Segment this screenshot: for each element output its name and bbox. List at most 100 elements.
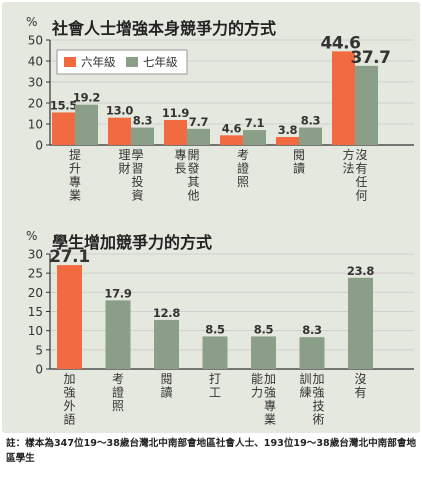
y-tick-label: 15 <box>28 305 43 319</box>
data-label: 27.1 <box>49 247 90 267</box>
x-category-label: 資 <box>131 189 143 203</box>
data-label-series-a: 15.5 <box>50 98 77 112</box>
data-label-series-b: 8.3 <box>133 114 153 128</box>
x-category-label: 升 <box>69 162 81 176</box>
bar-series-a <box>108 117 131 145</box>
x-category-label: 強 <box>63 386 75 400</box>
y-tick-label: 25 <box>28 267 43 281</box>
chart-title: 學生增加競爭力的方式 <box>52 233 212 252</box>
data-label-series-b: 19.2 <box>73 91 100 105</box>
bar-series-b <box>131 127 154 145</box>
bar-series-b <box>299 127 322 145</box>
x-category-label: 方 <box>342 147 354 162</box>
x-category-label: 加 <box>264 372 276 386</box>
bar-series-b <box>243 130 266 145</box>
data-label-series-a: 11.9 <box>162 106 189 120</box>
x-category-label: 專 <box>264 399 276 413</box>
y-tick-label: 40 <box>28 55 43 69</box>
x-category-label: 法 <box>342 162 354 176</box>
y-axis-label: % <box>26 229 37 243</box>
bar <box>202 336 228 369</box>
x-category-label: 沒 <box>354 372 366 386</box>
data-label-series-b: 37.7 <box>351 48 391 68</box>
y-tick-label: 10 <box>28 118 43 132</box>
x-category-label: 何 <box>355 189 367 203</box>
footnote: 註：樣本為347位19～38歲台灣北中南部會地區社會人士、193位19～38歲台… <box>6 438 417 464</box>
y-tick-label: 5 <box>35 343 43 357</box>
y-tick-label: 30 <box>28 248 43 262</box>
x-category-label: 習 <box>131 162 143 176</box>
x-category-label: 閱 <box>160 372 172 386</box>
x-category-label: 照 <box>237 175 249 189</box>
bar-series-a <box>332 51 355 146</box>
legend-label-series-b: 七年級 <box>143 55 178 69</box>
x-category-label: 有 <box>355 162 367 176</box>
bar <box>348 277 373 369</box>
chart-title: 社會人士增強本身競爭力的方式 <box>51 19 276 38</box>
bar-series-a <box>52 112 75 145</box>
x-category-label: 力 <box>251 386 263 400</box>
x-category-label: 強 <box>312 386 324 400</box>
x-category-label: 語 <box>63 412 75 427</box>
x-category-label: 能 <box>251 372 263 386</box>
x-category-label: 發 <box>187 161 199 176</box>
legend-swatch-series-b <box>126 57 138 67</box>
x-category-label: 閱 <box>293 148 305 162</box>
x-category-label: 考 <box>112 372 124 386</box>
x-category-label: 沒 <box>355 148 367 162</box>
data-label: 12.8 <box>153 306 180 320</box>
data-label-series-b: 7.7 <box>189 115 209 129</box>
data-label: 23.8 <box>347 264 374 278</box>
bar <box>105 300 131 369</box>
y-tick-label: 30 <box>28 76 43 90</box>
y-tick-label: 10 <box>28 324 43 338</box>
x-category-label: 訓 <box>299 371 311 386</box>
x-category-label: 證 <box>112 385 124 400</box>
bar-series-a <box>220 135 243 145</box>
x-category-label: 加 <box>312 372 324 386</box>
bar <box>251 336 276 369</box>
x-category-label: 工 <box>209 386 221 400</box>
x-category-label: 任 <box>355 175 367 189</box>
x-category-label: 專 <box>69 175 81 189</box>
x-category-label: 有 <box>354 386 366 400</box>
x-category-label: 業 <box>264 413 276 427</box>
x-category-label: 強 <box>264 386 276 400</box>
x-category-label: 讀 <box>293 162 305 176</box>
x-category-label: 他 <box>187 189 199 203</box>
legend-box <box>56 49 188 75</box>
y-axis-label: % <box>26 15 37 29</box>
bar <box>57 265 82 369</box>
data-label-series-a: 3.8 <box>278 123 298 137</box>
bar <box>299 337 325 369</box>
x-category-label: 術 <box>312 413 324 427</box>
x-category-label: 投 <box>131 174 143 189</box>
y-tick-label: 0 <box>35 139 43 153</box>
y-tick-label: 20 <box>28 286 43 300</box>
y-tick-label: 50 <box>28 34 43 48</box>
x-category-label: 加 <box>63 372 75 386</box>
charts-canvas: 社會人士增強本身競爭力的方式%0102030405015.519.2提升專業13… <box>26 15 414 427</box>
x-category-label: 學 <box>131 148 143 162</box>
data-label-series-a: 44.6 <box>321 33 361 53</box>
legend-swatch-series-a <box>64 57 76 67</box>
data-label-series-b: 8.3 <box>301 114 321 128</box>
x-category-label: 練 <box>299 386 311 400</box>
x-category-label: 財 <box>118 161 130 176</box>
data-label-series-b: 7.1 <box>245 116 265 130</box>
bar-series-a <box>164 120 187 145</box>
data-label: 8.5 <box>205 322 225 336</box>
legend-label-series-a: 六年級 <box>81 55 116 69</box>
x-category-label: 證 <box>237 161 249 176</box>
x-category-label: 業 <box>69 189 81 203</box>
x-category-label: 理 <box>118 148 130 162</box>
x-category-label: 打 <box>209 372 221 386</box>
x-category-label: 技 <box>312 399 324 413</box>
data-label: 8.5 <box>254 322 274 336</box>
x-category-label: 專 <box>174 148 186 162</box>
data-label-series-a: 4.6 <box>222 121 242 135</box>
x-category-label: 照 <box>112 399 124 413</box>
x-category-label: 開 <box>187 148 199 162</box>
data-label: 17.9 <box>104 286 131 300</box>
data-label: 8.3 <box>302 323 322 337</box>
